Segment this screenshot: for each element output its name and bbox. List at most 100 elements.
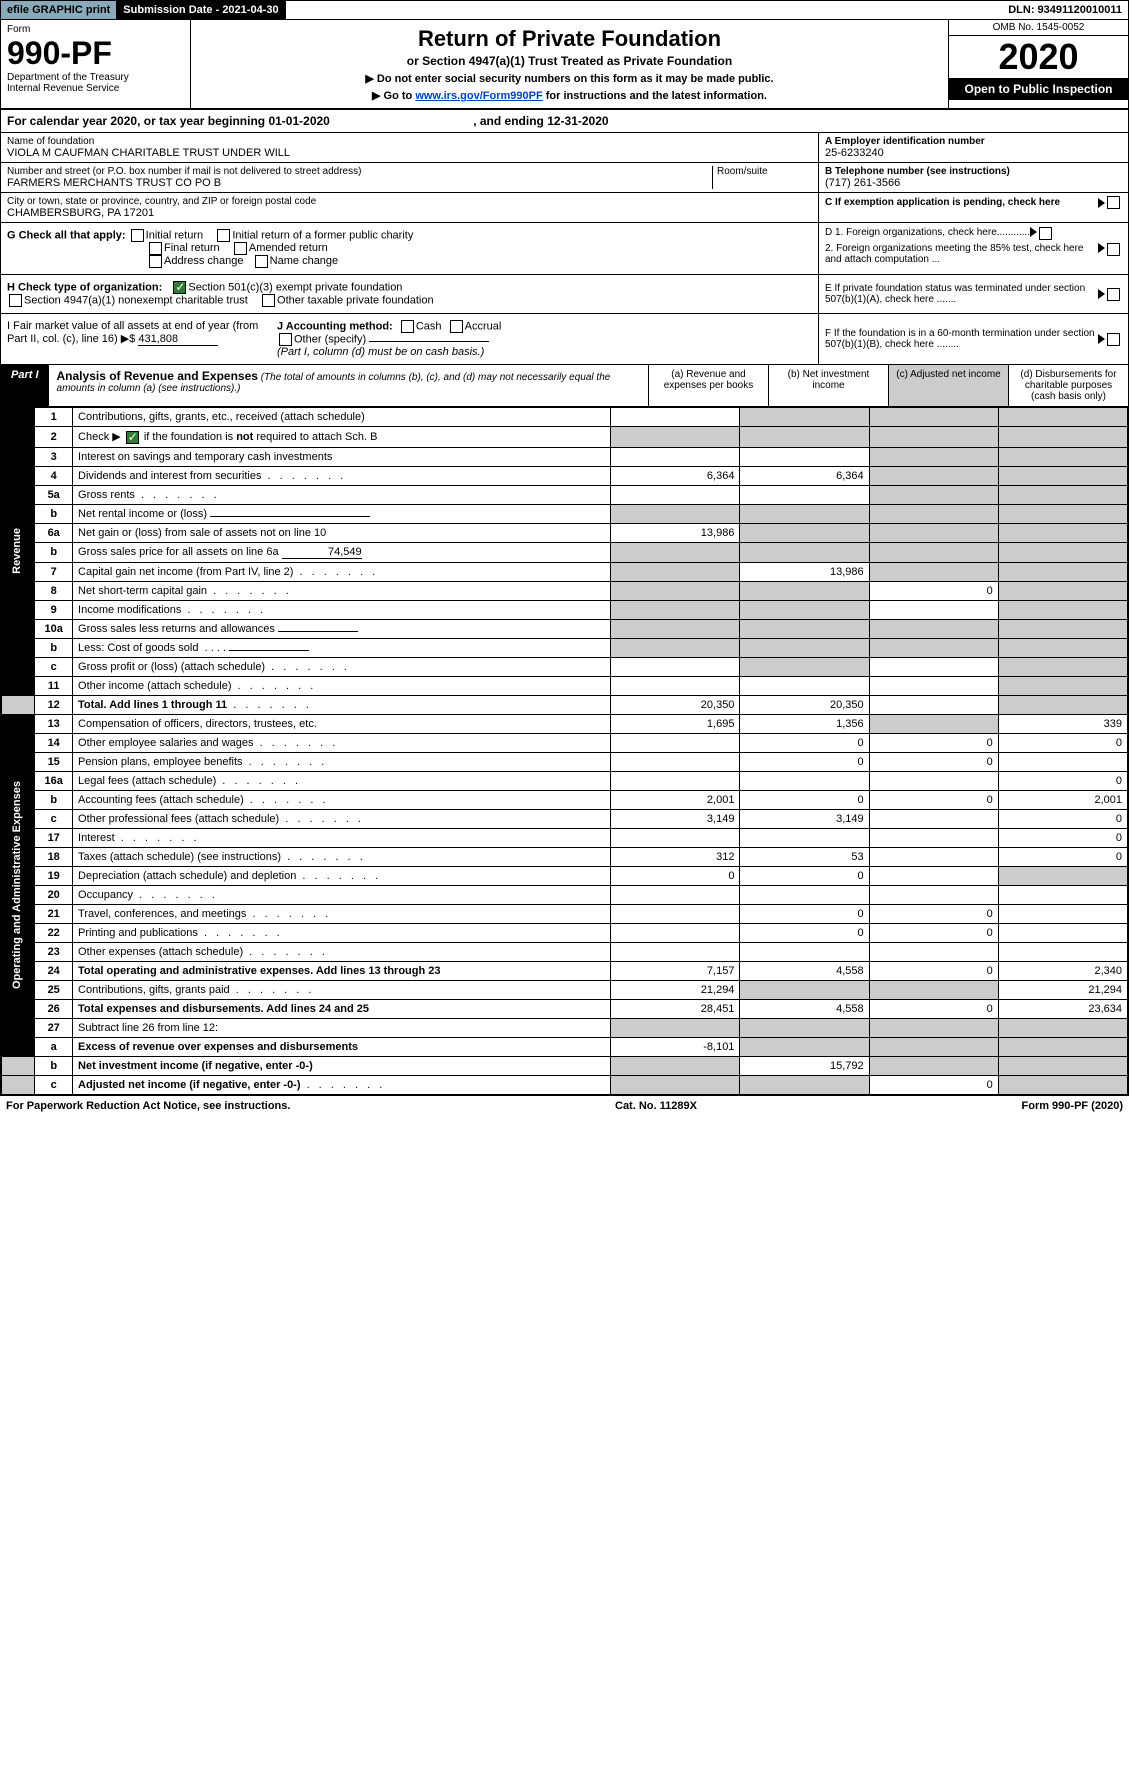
- dln: DLN: 93491120010011: [1002, 1, 1128, 19]
- f-checkbox[interactable]: [1107, 333, 1120, 346]
- line-16c: Other professional fees (attach schedule…: [73, 809, 611, 828]
- line-27a: Excess of revenue over expenses and disb…: [73, 1037, 611, 1056]
- d2-label: 2. Foreign organizations meeting the 85%…: [825, 243, 1098, 265]
- g-opt-5: Name change: [270, 255, 339, 267]
- department: Department of the Treasury Internal Reve…: [7, 72, 184, 94]
- expenses-side-label: Operating and Administrative Expenses: [7, 771, 27, 999]
- footer-left: For Paperwork Reduction Act Notice, see …: [6, 1100, 290, 1112]
- l13-a: 1,695: [611, 714, 740, 733]
- g-final-checkbox[interactable]: [149, 242, 162, 255]
- l14-b: 0: [740, 733, 869, 752]
- revenue-side-label: Revenue: [7, 518, 27, 584]
- l24-b: 4,558: [740, 961, 869, 980]
- g-opt-3: Amended return: [249, 242, 328, 254]
- note-post: for instructions and the latest informat…: [543, 90, 767, 102]
- l14-c: 0: [869, 733, 998, 752]
- line-7: Capital gain net income (from Part IV, l…: [73, 562, 611, 581]
- address: FARMERS MERCHANTS TRUST CO PO B: [7, 177, 712, 189]
- top-bar: efile GRAPHIC print Submission Date - 20…: [1, 1, 1128, 20]
- part1-table: Revenue 1Contributions, gifts, grants, e…: [1, 407, 1128, 1095]
- l18-d: 0: [998, 847, 1127, 866]
- l8-c: 0: [869, 581, 998, 600]
- line-10c: Gross profit or (loss) (attach schedule): [73, 657, 611, 676]
- h-501c3-checkbox[interactable]: [173, 281, 186, 294]
- l22-b: 0: [740, 923, 869, 942]
- line-19: Depreciation (attach schedule) and deple…: [73, 866, 611, 885]
- line-22: Printing and publications: [73, 923, 611, 942]
- line-8: Net short-term capital gain: [73, 581, 611, 600]
- j-other: Other (specify): [294, 333, 366, 345]
- c-checkbox[interactable]: [1107, 196, 1120, 209]
- phone: (717) 261-3566: [825, 177, 1122, 189]
- d2-checkbox[interactable]: [1107, 243, 1120, 256]
- line-25: Contributions, gifts, grants paid: [73, 980, 611, 999]
- line-1: Contributions, gifts, grants, etc., rece…: [73, 408, 611, 427]
- j-accrual-checkbox[interactable]: [450, 320, 463, 333]
- g-initial-checkbox[interactable]: [131, 229, 144, 242]
- l19-a: 0: [611, 866, 740, 885]
- h-4947-checkbox[interactable]: [9, 294, 22, 307]
- cal-pre: For calendar year 2020, or tax year begi…: [7, 114, 268, 128]
- l4-a: 6,364: [611, 466, 740, 485]
- line-13: Compensation of officers, directors, tru…: [73, 714, 611, 733]
- i-value: 431,808: [138, 333, 218, 346]
- l27a-a: -8,101: [611, 1037, 740, 1056]
- arrow-icon: [1030, 227, 1037, 237]
- l16c-a: 3,149: [611, 809, 740, 828]
- footer: For Paperwork Reduction Act Notice, see …: [0, 1096, 1129, 1116]
- cal-end: 12-31-2020: [547, 114, 608, 128]
- h-opt-2: Section 4947(a)(1) nonexempt charitable …: [24, 294, 248, 306]
- g-opt-1: Initial return of a former public charit…: [232, 229, 413, 241]
- name-label: Name of foundation: [7, 136, 812, 147]
- note-pre: ▶ Go to: [372, 90, 415, 102]
- g-address-checkbox[interactable]: [149, 255, 162, 268]
- col-c-header: (c) Adjusted net income: [888, 365, 1008, 406]
- part1-header: Part I Analysis of Revenue and Expenses …: [1, 365, 1128, 407]
- note-ssn: ▶ Do not enter social security numbers o…: [197, 72, 942, 85]
- j-label: J Accounting method:: [277, 320, 393, 332]
- g-opt-4: Address change: [164, 255, 244, 267]
- form-header: Form 990-PF Department of the Treasury I…: [1, 20, 1128, 110]
- g-initial-public-checkbox[interactable]: [217, 229, 230, 242]
- line-16a: Legal fees (attach schedule): [73, 771, 611, 790]
- g-amended-checkbox[interactable]: [234, 242, 247, 255]
- j-cash: Cash: [416, 320, 442, 332]
- e-label: E If private foundation status was termi…: [825, 283, 1098, 305]
- form-label: Form: [7, 24, 184, 35]
- c-label: C If exemption application is pending, c…: [825, 197, 1060, 208]
- arrow-icon: [1098, 334, 1105, 344]
- l19-b: 0: [740, 866, 869, 885]
- e-checkbox[interactable]: [1107, 288, 1120, 301]
- line-14: Other employee salaries and wages: [73, 733, 611, 752]
- g-name-checkbox[interactable]: [255, 255, 268, 268]
- line-26: Total expenses and disbursements. Add li…: [73, 999, 611, 1018]
- h-other-checkbox[interactable]: [262, 294, 275, 307]
- l15-c: 0: [869, 752, 998, 771]
- irs-link[interactable]: www.irs.gov/Form990PF: [415, 90, 542, 102]
- l26-b: 4,558: [740, 999, 869, 1018]
- col-a-header: (a) Revenue and expenses per books: [648, 365, 768, 406]
- j-other-checkbox[interactable]: [279, 333, 292, 346]
- ein-label: A Employer identification number: [825, 136, 1122, 147]
- l16b-a: 2,001: [611, 790, 740, 809]
- line-23: Other expenses (attach schedule): [73, 942, 611, 961]
- efile-print-button[interactable]: efile GRAPHIC print: [1, 1, 117, 19]
- l18-a: 312: [611, 847, 740, 866]
- l15-b: 0: [740, 752, 869, 771]
- h-label: H Check type of organization:: [7, 281, 162, 293]
- foundation-name: VIOLA M CAUFMAN CHARITABLE TRUST UNDER W…: [7, 147, 812, 159]
- j-cash-checkbox[interactable]: [401, 320, 414, 333]
- addr-label: Number and street (or P.O. box number if…: [7, 166, 712, 177]
- l24-d: 2,340: [998, 961, 1127, 980]
- line-21: Travel, conferences, and meetings: [73, 904, 611, 923]
- l26-d: 23,634: [998, 999, 1127, 1018]
- l16b-d: 2,001: [998, 790, 1127, 809]
- line-10b: Less: Cost of goods sold . . . .: [73, 638, 611, 657]
- arrow-icon: [1098, 198, 1105, 208]
- info-grid: Name of foundation VIOLA M CAUFMAN CHARI…: [1, 133, 1128, 223]
- l2-checkbox[interactable]: [126, 431, 139, 444]
- arrow-icon: [1098, 243, 1105, 253]
- d1-checkbox[interactable]: [1039, 227, 1052, 240]
- l16c-b: 3,149: [740, 809, 869, 828]
- city: CHAMBERSBURG, PA 17201: [7, 207, 812, 219]
